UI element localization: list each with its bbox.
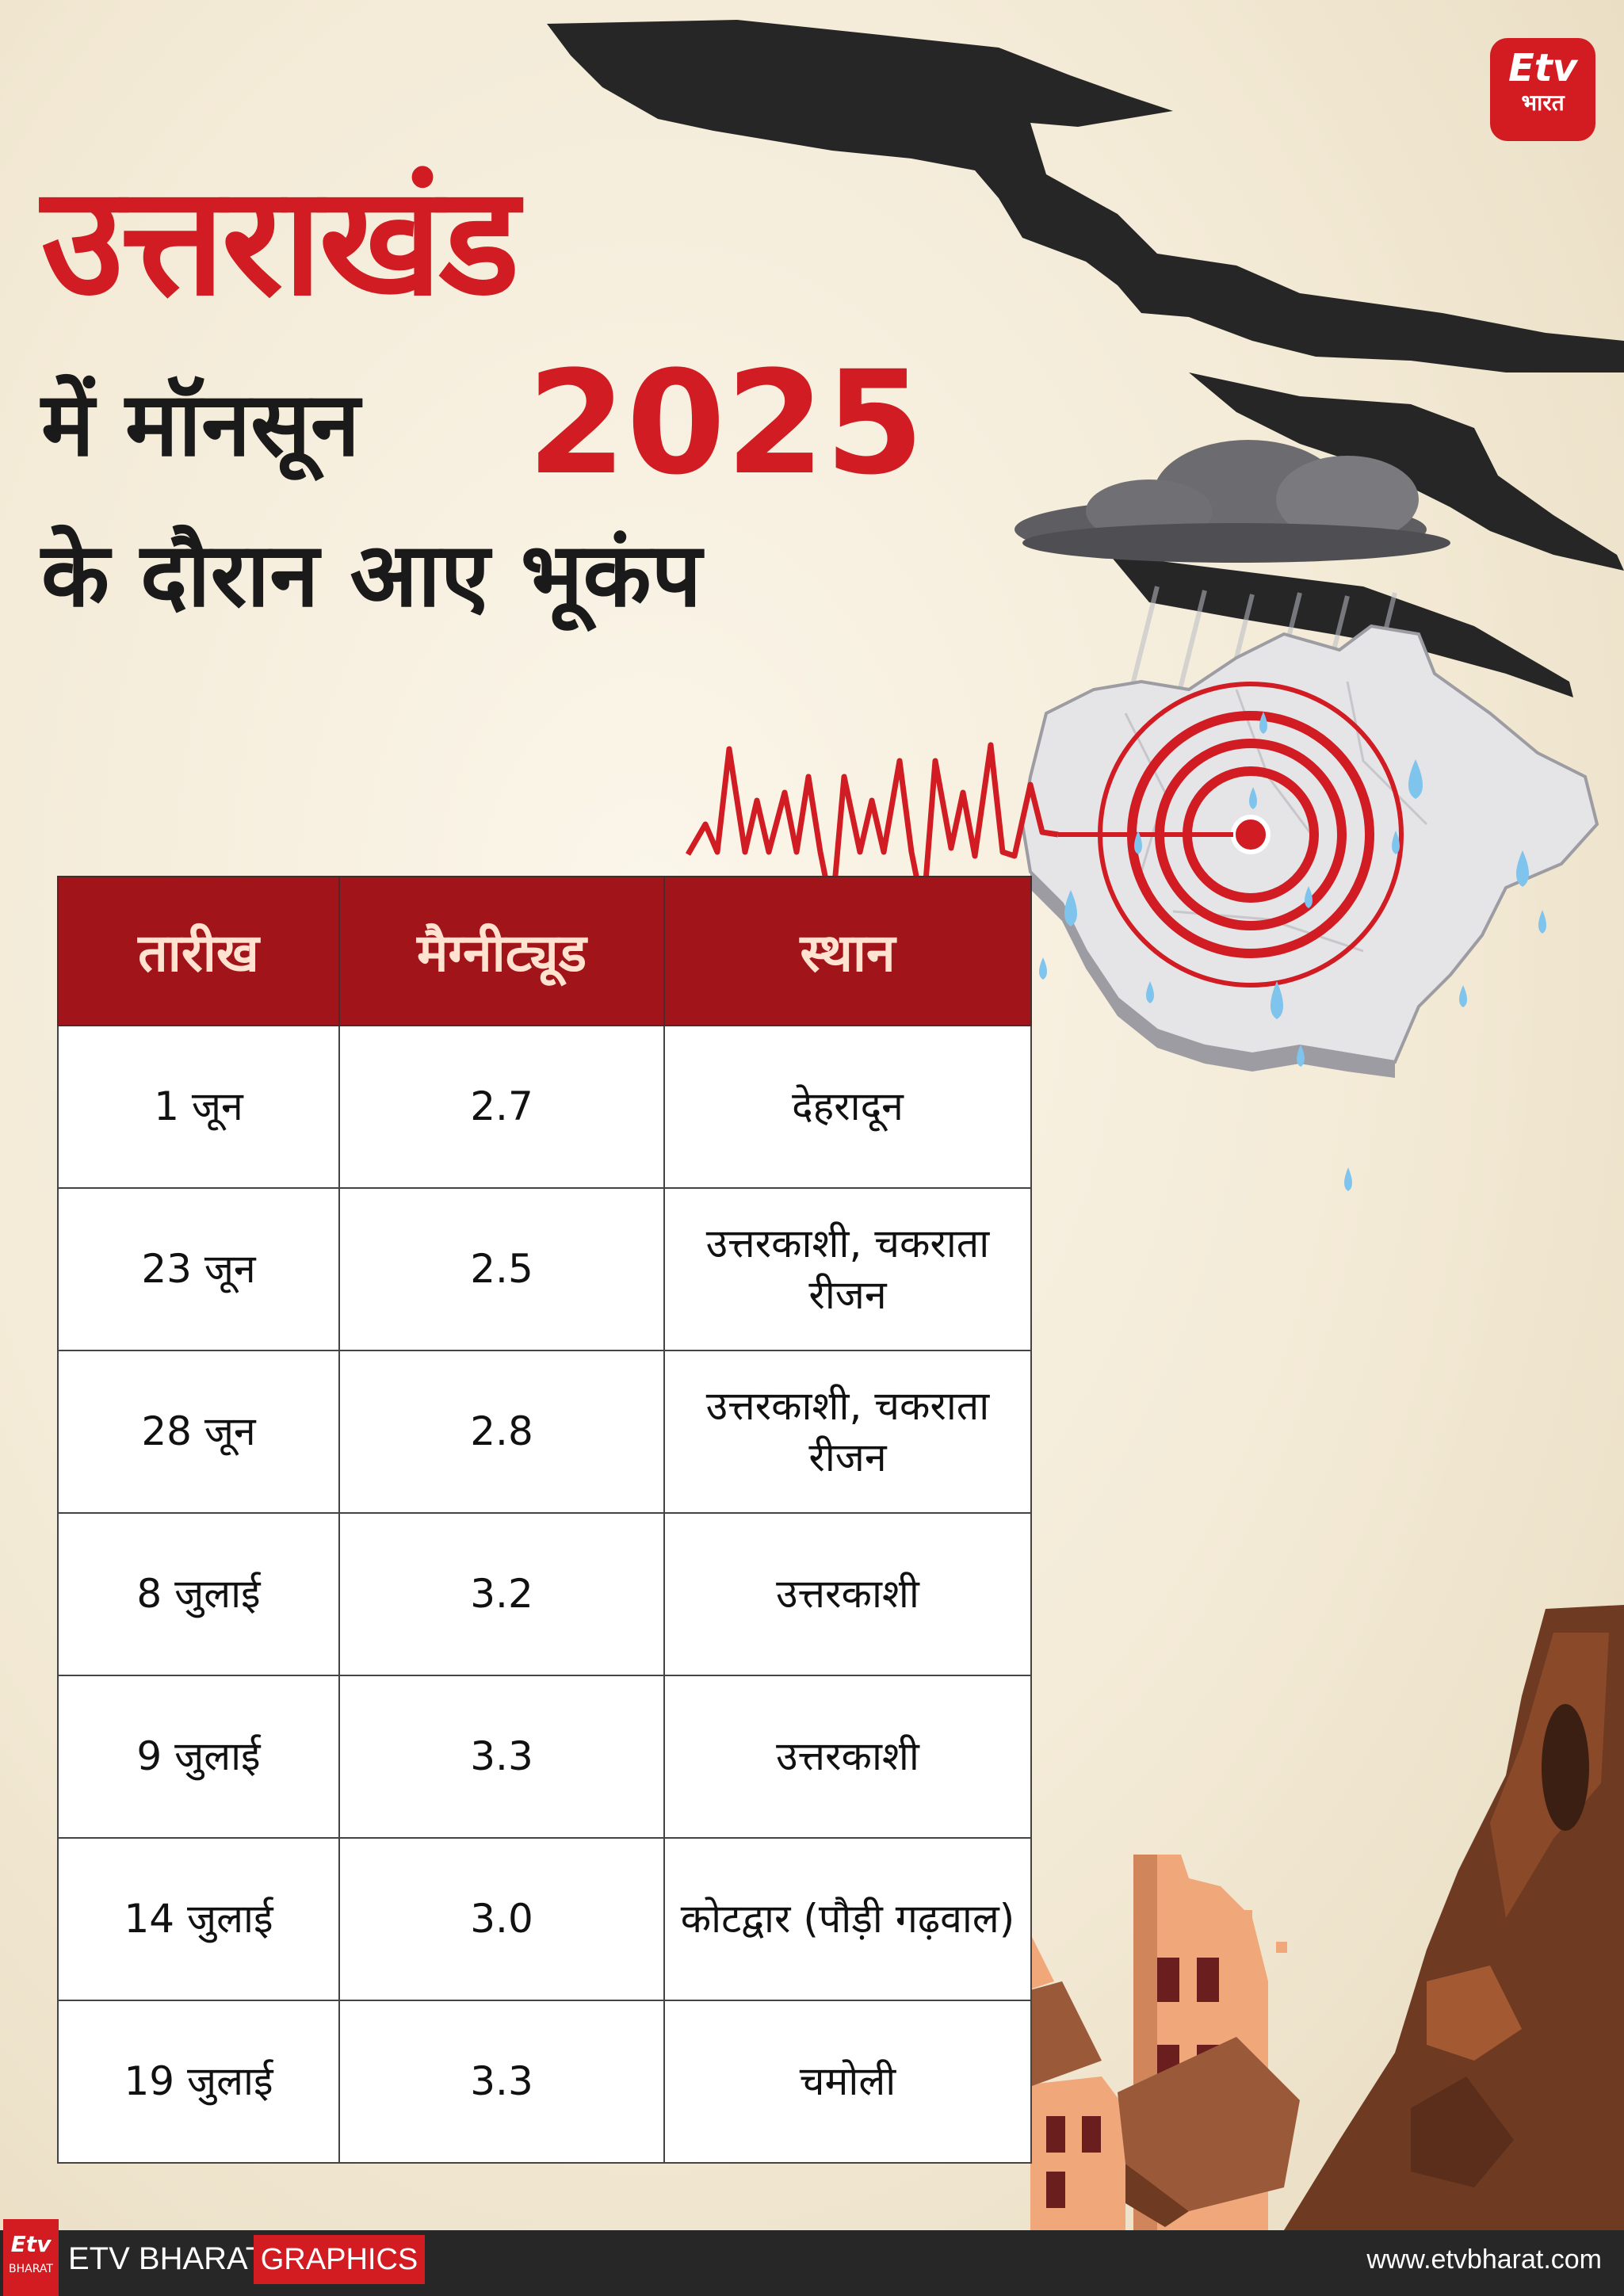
header-date: तारीख: [57, 876, 340, 1026]
cell-place: उत्तरकाशी: [663, 1675, 1032, 1839]
cell-magnitude: 3.2: [338, 1512, 665, 1676]
logo-mark: Etv: [1507, 46, 1578, 90]
cell-magnitude: 2.7: [338, 1025, 665, 1189]
table-row: 23 जून 2.5 उत्तरकाशी, चकराता रीजन: [57, 1187, 1032, 1351]
title-year: 2025: [527, 341, 924, 506]
cell-place: उत्तरकाशी, चकराता रीजन: [663, 1187, 1032, 1351]
table-row: 14 जुलाई 3.0 कोटद्वार (पौड़ी गढ़वाल): [57, 1837, 1032, 2001]
cell-place: उत्तरकाशी: [663, 1512, 1032, 1676]
etv-bharat-logo: Etv भारत: [1490, 38, 1595, 141]
footer-logo-mark: Etv: [10, 2231, 52, 2257]
earthquake-table: तारीख मैग्नीट्यूड स्थान 1 जून 2.7 देहराद…: [57, 876, 1032, 2164]
collapsed-buildings: [951, 1855, 1300, 2230]
cell-place: चमोली: [663, 2000, 1032, 2164]
page-title: उत्तराखंड: [41, 154, 519, 329]
table-row: 1 जून 2.7 देहरादून: [57, 1025, 1032, 1189]
cell-date: 1 जून: [57, 1025, 340, 1189]
cell-place: कोटद्वार (पौड़ी गढ़वाल): [663, 1837, 1032, 2001]
logo-subtitle: भारत: [1521, 90, 1565, 116]
cell-date: 19 जुलाई: [57, 2000, 340, 2164]
cell-magnitude: 3.0: [338, 1837, 665, 2001]
cell-magnitude: 2.5: [338, 1187, 665, 1351]
table-row: 8 जुलाई 3.2 उत्तरकाशी: [57, 1512, 1032, 1676]
cell-date: 28 जून: [57, 1350, 340, 1514]
table-row: 19 जुलाई 3.3 चमोली: [57, 2000, 1032, 2164]
seismic-wave: [685, 742, 1059, 915]
cell-date: 8 जुलाई: [57, 1512, 340, 1676]
cell-date: 23 जून: [57, 1187, 340, 1351]
cell-date: 14 जुलाई: [57, 1837, 340, 2001]
footer-brand: ETV BHARAT: [68, 2241, 266, 2276]
footer-logo-subtitle: BHARAT: [9, 2263, 53, 2275]
header-magnitude: मैग्नीट्यूड: [338, 876, 665, 1026]
epicenter-target: [1058, 682, 1404, 988]
cell-magnitude: 2.8: [338, 1350, 665, 1514]
raindrops: [1039, 712, 1546, 1191]
cell-magnitude: 3.3: [338, 2000, 665, 2164]
title-line-2: में मॉनसून: [41, 373, 360, 476]
footer-graphics-tag: GRAPHICS: [254, 2235, 425, 2284]
cell-magnitude: 3.3: [338, 1675, 665, 1839]
rain-cloud: [1015, 440, 1450, 563]
table-row: 28 जून 2.8 उत्तरकाशी, चकराता रीजन: [57, 1350, 1032, 1514]
cell-place: उत्तरकाशी, चकराता रीजन: [663, 1350, 1032, 1514]
cell-date: 9 जुलाई: [57, 1675, 340, 1839]
footer-logo: Etv BHARAT: [3, 2219, 59, 2296]
rock-cliff: [1284, 1605, 1624, 2230]
title-line-3: के दौरान आए भूकंप: [41, 524, 702, 627]
table-row: 9 जुलाई 3.3 उत्तरकाशी: [57, 1675, 1032, 1839]
footer-url[interactable]: www.etvbharat.com: [1366, 2244, 1602, 2275]
cell-place: देहरादून: [663, 1025, 1032, 1189]
header-place: स्थान: [663, 876, 1032, 1026]
table-header-row: तारीख मैग्नीट्यूड स्थान: [57, 876, 1032, 1026]
